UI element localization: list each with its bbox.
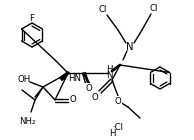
- Text: F: F: [29, 13, 35, 23]
- Text: OH: OH: [17, 74, 30, 83]
- Text: N: N: [106, 71, 112, 80]
- Text: Cl: Cl: [99, 4, 107, 13]
- Text: Cl: Cl: [150, 4, 158, 12]
- Text: NH₂: NH₂: [19, 117, 35, 127]
- Text: H: H: [106, 65, 112, 74]
- Text: H: H: [109, 129, 115, 137]
- Text: N: N: [126, 42, 134, 52]
- Text: O: O: [92, 93, 98, 102]
- Text: HN: HN: [68, 74, 81, 82]
- Text: O: O: [115, 96, 121, 106]
- Text: ·Cl: ·Cl: [112, 123, 123, 132]
- Text: O: O: [70, 95, 76, 104]
- Text: O: O: [86, 83, 92, 93]
